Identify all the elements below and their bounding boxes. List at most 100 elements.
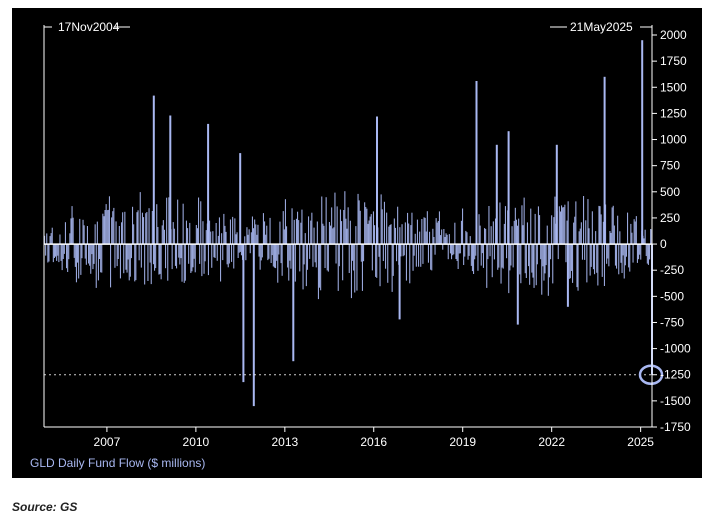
flow-bar <box>107 209 109 245</box>
flow-bar <box>639 244 641 255</box>
x-tick-label: 2013 <box>271 435 298 449</box>
x-tick-label: 2010 <box>183 435 210 449</box>
flow-bar <box>210 231 212 245</box>
flow-bar <box>323 225 325 245</box>
flow-bar <box>72 217 74 245</box>
flow-bar <box>355 226 357 244</box>
flow-bar <box>290 244 292 269</box>
flow-bar <box>471 244 473 272</box>
flow-spike-bar <box>169 115 172 245</box>
flow-bar <box>331 207 333 244</box>
flow-bar <box>46 233 48 245</box>
flow-bar <box>317 244 319 300</box>
flow-bar <box>367 223 369 245</box>
flow-bar <box>632 244 634 263</box>
flow-bar <box>421 219 423 245</box>
flow-bar <box>85 244 87 265</box>
flow-bar <box>622 244 624 256</box>
flow-bar <box>237 244 239 258</box>
flow-bar <box>403 244 405 256</box>
flow-bar <box>162 220 164 245</box>
flow-bar <box>229 219 231 245</box>
flow-bar <box>553 217 555 244</box>
flow-bar <box>303 244 305 265</box>
flow-bar <box>56 244 58 261</box>
flow-bar <box>267 244 269 261</box>
flow-bar <box>139 192 141 245</box>
y-tick-label: 0 <box>660 237 667 251</box>
flow-bar <box>325 197 327 245</box>
flow-bar <box>121 222 123 244</box>
flow-bar <box>248 229 250 245</box>
flow-bar <box>199 244 201 264</box>
flow-bar <box>520 244 522 284</box>
flow-bar <box>633 219 635 245</box>
flow-bar <box>339 209 341 244</box>
flow-bar <box>187 228 189 245</box>
flow-bar <box>457 244 459 269</box>
flow-bar <box>157 227 159 245</box>
flow-bar <box>294 244 296 282</box>
flow-bar <box>482 244 484 268</box>
flow-bar <box>453 244 455 255</box>
flow-bar <box>77 244 79 263</box>
flow-bar <box>369 216 371 244</box>
flow-bar <box>575 201 577 245</box>
flow-bar <box>286 226 288 245</box>
flow-bar <box>75 244 77 283</box>
flow-bar <box>616 244 618 269</box>
flow-bar <box>557 244 559 260</box>
flow-bar <box>438 211 440 244</box>
flow-bar <box>289 244 291 261</box>
flow-bar <box>182 203 184 245</box>
flow-bar <box>260 244 262 261</box>
flow-bar <box>608 244 610 267</box>
flow-bar <box>416 219 418 244</box>
flow-bar <box>547 244 549 296</box>
flow-bar <box>444 237 446 245</box>
flow-bar <box>486 244 488 288</box>
flow-bar <box>161 225 163 245</box>
flow-bar <box>228 244 230 264</box>
flow-bar <box>273 244 275 268</box>
flow-spike-bar <box>252 244 255 407</box>
flow-bar <box>326 244 328 271</box>
flow-bar <box>548 244 550 278</box>
flow-bar <box>502 244 504 269</box>
flow-bar <box>590 244 592 267</box>
flow-bar <box>315 244 317 268</box>
flow-bar <box>518 218 520 244</box>
flow-bar <box>180 244 182 259</box>
flow-bar <box>353 244 355 271</box>
flow-bar <box>86 226 88 245</box>
flow-bar <box>514 207 516 245</box>
flow-bar <box>152 244 154 265</box>
flow-bar <box>375 244 377 277</box>
flow-bar <box>536 244 538 265</box>
flow-bar <box>460 220 462 245</box>
flow-bar <box>140 244 142 268</box>
flow-bar <box>489 244 491 257</box>
flow-bar <box>365 207 367 245</box>
flow-bar <box>246 227 248 244</box>
flow-bar <box>532 244 534 278</box>
flow-bar <box>136 212 138 245</box>
flow-bar <box>477 244 479 271</box>
flow-bar <box>122 212 124 245</box>
bar-series <box>44 40 653 407</box>
flow-bar <box>224 225 226 244</box>
flow-bar <box>418 244 420 267</box>
flow-bar <box>363 244 365 262</box>
flow-bar <box>636 244 638 263</box>
flow-bar <box>378 244 380 257</box>
flow-bar <box>250 232 252 245</box>
flow-bar <box>396 244 398 262</box>
flow-bar <box>66 244 68 269</box>
y-tick-label: 1500 <box>660 80 687 94</box>
flow-bar <box>271 244 273 256</box>
flow-bar <box>630 223 632 244</box>
flow-bar <box>600 214 602 245</box>
flow-bar <box>193 244 195 259</box>
flow-bar <box>244 236 246 245</box>
flow-bar <box>474 244 476 260</box>
